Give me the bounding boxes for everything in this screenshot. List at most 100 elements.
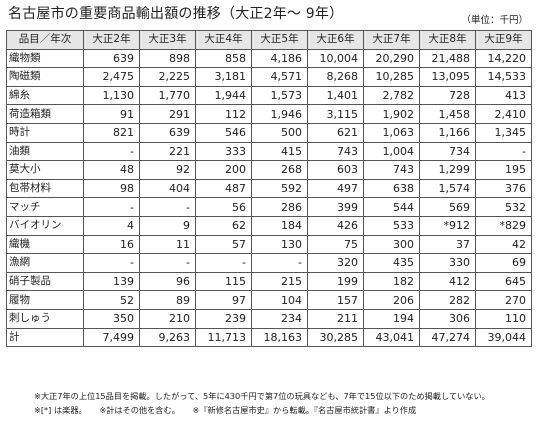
value-cell: 182 bbox=[363, 271, 420, 292]
value-cell: 306 bbox=[419, 308, 476, 329]
value-cell: 10,004 bbox=[307, 48, 364, 69]
value-cell: 497 bbox=[307, 178, 364, 199]
value-cell: 206 bbox=[363, 290, 420, 310]
corner-header: 品目／年次 bbox=[6, 30, 84, 50]
table-row: 包帯材料 98 404 487 592 497 638 1,574 376 bbox=[6, 178, 532, 199]
value-cell: 62 bbox=[195, 215, 252, 236]
value-cell: 16 bbox=[83, 234, 140, 255]
value-cell: 533 bbox=[363, 215, 420, 236]
value-cell: 333 bbox=[195, 141, 252, 162]
value-cell: 1,902 bbox=[363, 104, 420, 124]
year-header: 大正6年 bbox=[307, 30, 364, 50]
table-row: マッチ - -56 286 399 544 569 532 bbox=[6, 197, 532, 217]
value-cell: 8,268 bbox=[307, 67, 364, 87]
value-cell: 1,345 bbox=[475, 122, 532, 143]
value-cell: 3,181 bbox=[195, 67, 252, 87]
item-name: 織物類 bbox=[6, 48, 84, 69]
unit-note: （単位：千円） bbox=[461, 15, 528, 26]
value-cell: 1,458 bbox=[419, 104, 476, 124]
value-cell: 415 bbox=[251, 141, 308, 162]
value-cell: - bbox=[139, 197, 196, 217]
value-cell: 734 bbox=[419, 141, 476, 162]
value-cell: 300 bbox=[363, 234, 420, 255]
table-row: 綿糸 1,130 1,770 1,944 1,573 1,401 2,782 728 413 bbox=[6, 85, 532, 106]
value-cell: 184 bbox=[251, 215, 308, 236]
value-cell: 404 bbox=[139, 178, 196, 199]
value-cell: 1,946 bbox=[251, 104, 308, 124]
value-cell: 621 bbox=[307, 122, 364, 143]
item-name: 陶磁類 bbox=[6, 67, 84, 87]
year-header: 大正8年 bbox=[419, 30, 476, 50]
value-cell: 104 bbox=[251, 290, 308, 310]
value-cell: 89 bbox=[139, 290, 196, 310]
value-cell: 426 bbox=[307, 215, 364, 236]
table-body: 織物類 639 898 858 4,186 10,004 20,290 21,488 14,22… bbox=[6, 48, 532, 348]
footnote-line-1: ※大正7年の上位15品目を掲載。したがって、5年に430千円で第7位の玩具なども… bbox=[34, 391, 490, 401]
item-name: 硝子製品 bbox=[6, 271, 84, 292]
header-row: 品目／年次 大正2年 大正3年 大正4年 大正5年 大正6年 大正7年 大正8年 大正9年 bbox=[6, 30, 532, 50]
value-cell: 603 bbox=[307, 160, 364, 180]
value-cell: 1,166 bbox=[419, 122, 476, 143]
value-cell: 2,782 bbox=[363, 85, 420, 106]
value-cell: 11,713 bbox=[195, 327, 252, 348]
value-cell: 9 bbox=[139, 215, 196, 236]
value-cell: 645 bbox=[475, 271, 532, 292]
value-cell: 92 bbox=[139, 160, 196, 180]
value-cell: 743 bbox=[363, 160, 420, 180]
value-cell: 75 bbox=[307, 234, 364, 255]
value-cell: 858 bbox=[195, 48, 252, 69]
value-cell: 2,475 bbox=[83, 67, 140, 87]
value-cell: 1,944 bbox=[195, 85, 252, 106]
year-header: 大正5年 bbox=[251, 30, 308, 50]
value-cell: 91 bbox=[83, 104, 140, 124]
footnote-line-2: ※[*] は楽器。 ※計はその他を含む。 ※『新修名古屋市史』から転載。『名古屋… bbox=[34, 403, 490, 417]
value-cell: - bbox=[83, 197, 140, 217]
value-cell: 546 bbox=[195, 122, 252, 143]
value-cell: 500 bbox=[251, 122, 308, 143]
value-cell: 69 bbox=[475, 253, 532, 273]
value-cell: 569 bbox=[419, 197, 476, 217]
value-cell: 821 bbox=[83, 122, 140, 143]
value-cell: 330 bbox=[419, 253, 476, 273]
value-cell: 239 bbox=[195, 308, 252, 329]
footnote-source: ※『新修名古屋市史』から転載。『名古屋市統計書』より作成 bbox=[192, 405, 417, 415]
value-cell: 1,574 bbox=[419, 178, 476, 199]
value-cell: 4,571 bbox=[251, 67, 308, 87]
value-cell: 9,263 bbox=[139, 327, 196, 348]
value-cell: 210 bbox=[139, 308, 196, 329]
table-row: 計 7,499 9,263 11,713 18,163 30,285 43,041 47,27… bbox=[6, 327, 532, 348]
value-cell: - bbox=[475, 141, 532, 162]
value-cell: 435 bbox=[363, 253, 420, 273]
value-cell: 1,004 bbox=[363, 141, 420, 162]
value-cell: 2,410 bbox=[475, 104, 532, 124]
table-row: バイオリン 4 9 62 184 426 533 *912 *829 bbox=[6, 215, 532, 236]
value-cell: 4 bbox=[83, 215, 140, 236]
table-row: 時計 821 639 546 500 621 1,063 1,166 1,345 bbox=[6, 122, 532, 143]
value-cell: 234 bbox=[251, 308, 308, 329]
value-cell: 544 bbox=[363, 197, 420, 217]
table-row: 硝子製品 139 96 115 215 199 182 412 645 bbox=[6, 271, 532, 292]
value-cell: 115 bbox=[195, 271, 252, 292]
item-name: 荷造箱類 bbox=[6, 104, 84, 124]
year-header: 大正7年 bbox=[363, 30, 420, 50]
table-row: 織物類 639 898 858 4,186 10,004 20,290 21,488 14,22… bbox=[6, 48, 532, 69]
value-cell: 97 bbox=[195, 290, 252, 310]
value-cell: 412 bbox=[419, 271, 476, 292]
year-header: 大正4年 bbox=[195, 30, 252, 50]
item-name: バイオリン bbox=[6, 215, 84, 236]
value-cell: 56 bbox=[195, 197, 252, 217]
value-cell: 112 bbox=[195, 104, 252, 124]
item-name: 織機 bbox=[6, 234, 84, 255]
footnote-instrument: ※[*] は楽器。 bbox=[34, 405, 87, 415]
table-row: 刺しゅう 350 210 239 234 211 194 306 110 bbox=[6, 308, 532, 329]
value-cell: 268 bbox=[251, 160, 308, 180]
value-cell: 52 bbox=[83, 290, 140, 310]
item-name: 時計 bbox=[6, 122, 84, 143]
value-cell: 1,401 bbox=[307, 85, 364, 106]
value-cell: 3,115 bbox=[307, 104, 364, 124]
item-name: 莫大小 bbox=[6, 160, 84, 180]
table-row: 荷造箱類 91 291 112 1,946 3,115 1,902 1,458 2,410 bbox=[6, 104, 532, 124]
value-cell: 11 bbox=[139, 234, 196, 255]
table-row: 陶磁類 2,475 2,225 3,181 4,571 8,268 10,285 13,095… bbox=[6, 67, 532, 87]
value-cell: 18,163 bbox=[251, 327, 308, 348]
